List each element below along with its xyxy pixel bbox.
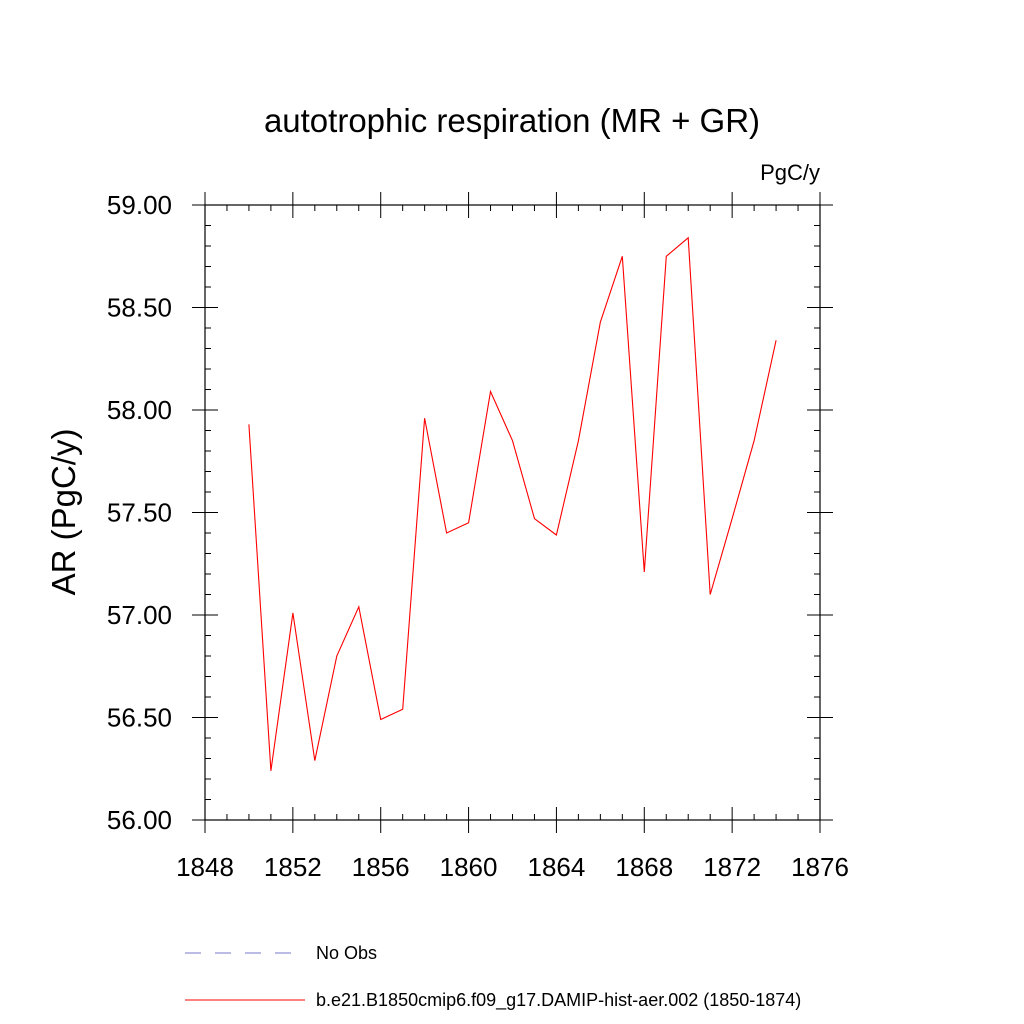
x-tick-label: 1860	[440, 852, 498, 882]
axis-ticks: 1848 1852 1856 1860 1864 1868 1872 1876 56.00 56.…	[107, 190, 849, 882]
y-tick-label: 59.00	[107, 190, 172, 220]
y-tick-label: 56.50	[107, 703, 172, 733]
x-tick-label: 1864	[528, 852, 586, 882]
legend-label-model-run: b.e21.B1850cmip6.f09_g17.DAMIP-hist-aer.…	[316, 990, 801, 1011]
y-tick-label: 58.50	[107, 293, 172, 323]
x-tick-label: 1872	[703, 852, 761, 882]
y-axis-label: AR (PgC/y)	[45, 429, 82, 596]
x-tick-label: 1876	[791, 852, 849, 882]
y-tick-label: 57.00	[107, 600, 172, 630]
y-tick-label: 56.00	[107, 805, 172, 835]
series-layer	[248, 236, 777, 771]
x-tick-label: 1868	[615, 852, 673, 882]
y-tick-label: 57.50	[107, 498, 172, 528]
legend: No Obs b.e21.B1850cmip6.f09_g17.DAMIP-hi…	[185, 943, 801, 1011]
x-tick-label: 1848	[176, 852, 234, 882]
series-line-0	[248, 236, 777, 771]
plot-frame	[204, 204, 821, 821]
x-tick-label: 1856	[352, 852, 410, 882]
legend-label-no-obs: No Obs	[316, 943, 377, 963]
chart-title: autotrophic respiration (MR + GR)	[264, 102, 760, 139]
units-label: PgC/y	[760, 160, 820, 185]
y-tick-label: 58.00	[107, 395, 172, 425]
x-tick-label: 1852	[264, 852, 322, 882]
